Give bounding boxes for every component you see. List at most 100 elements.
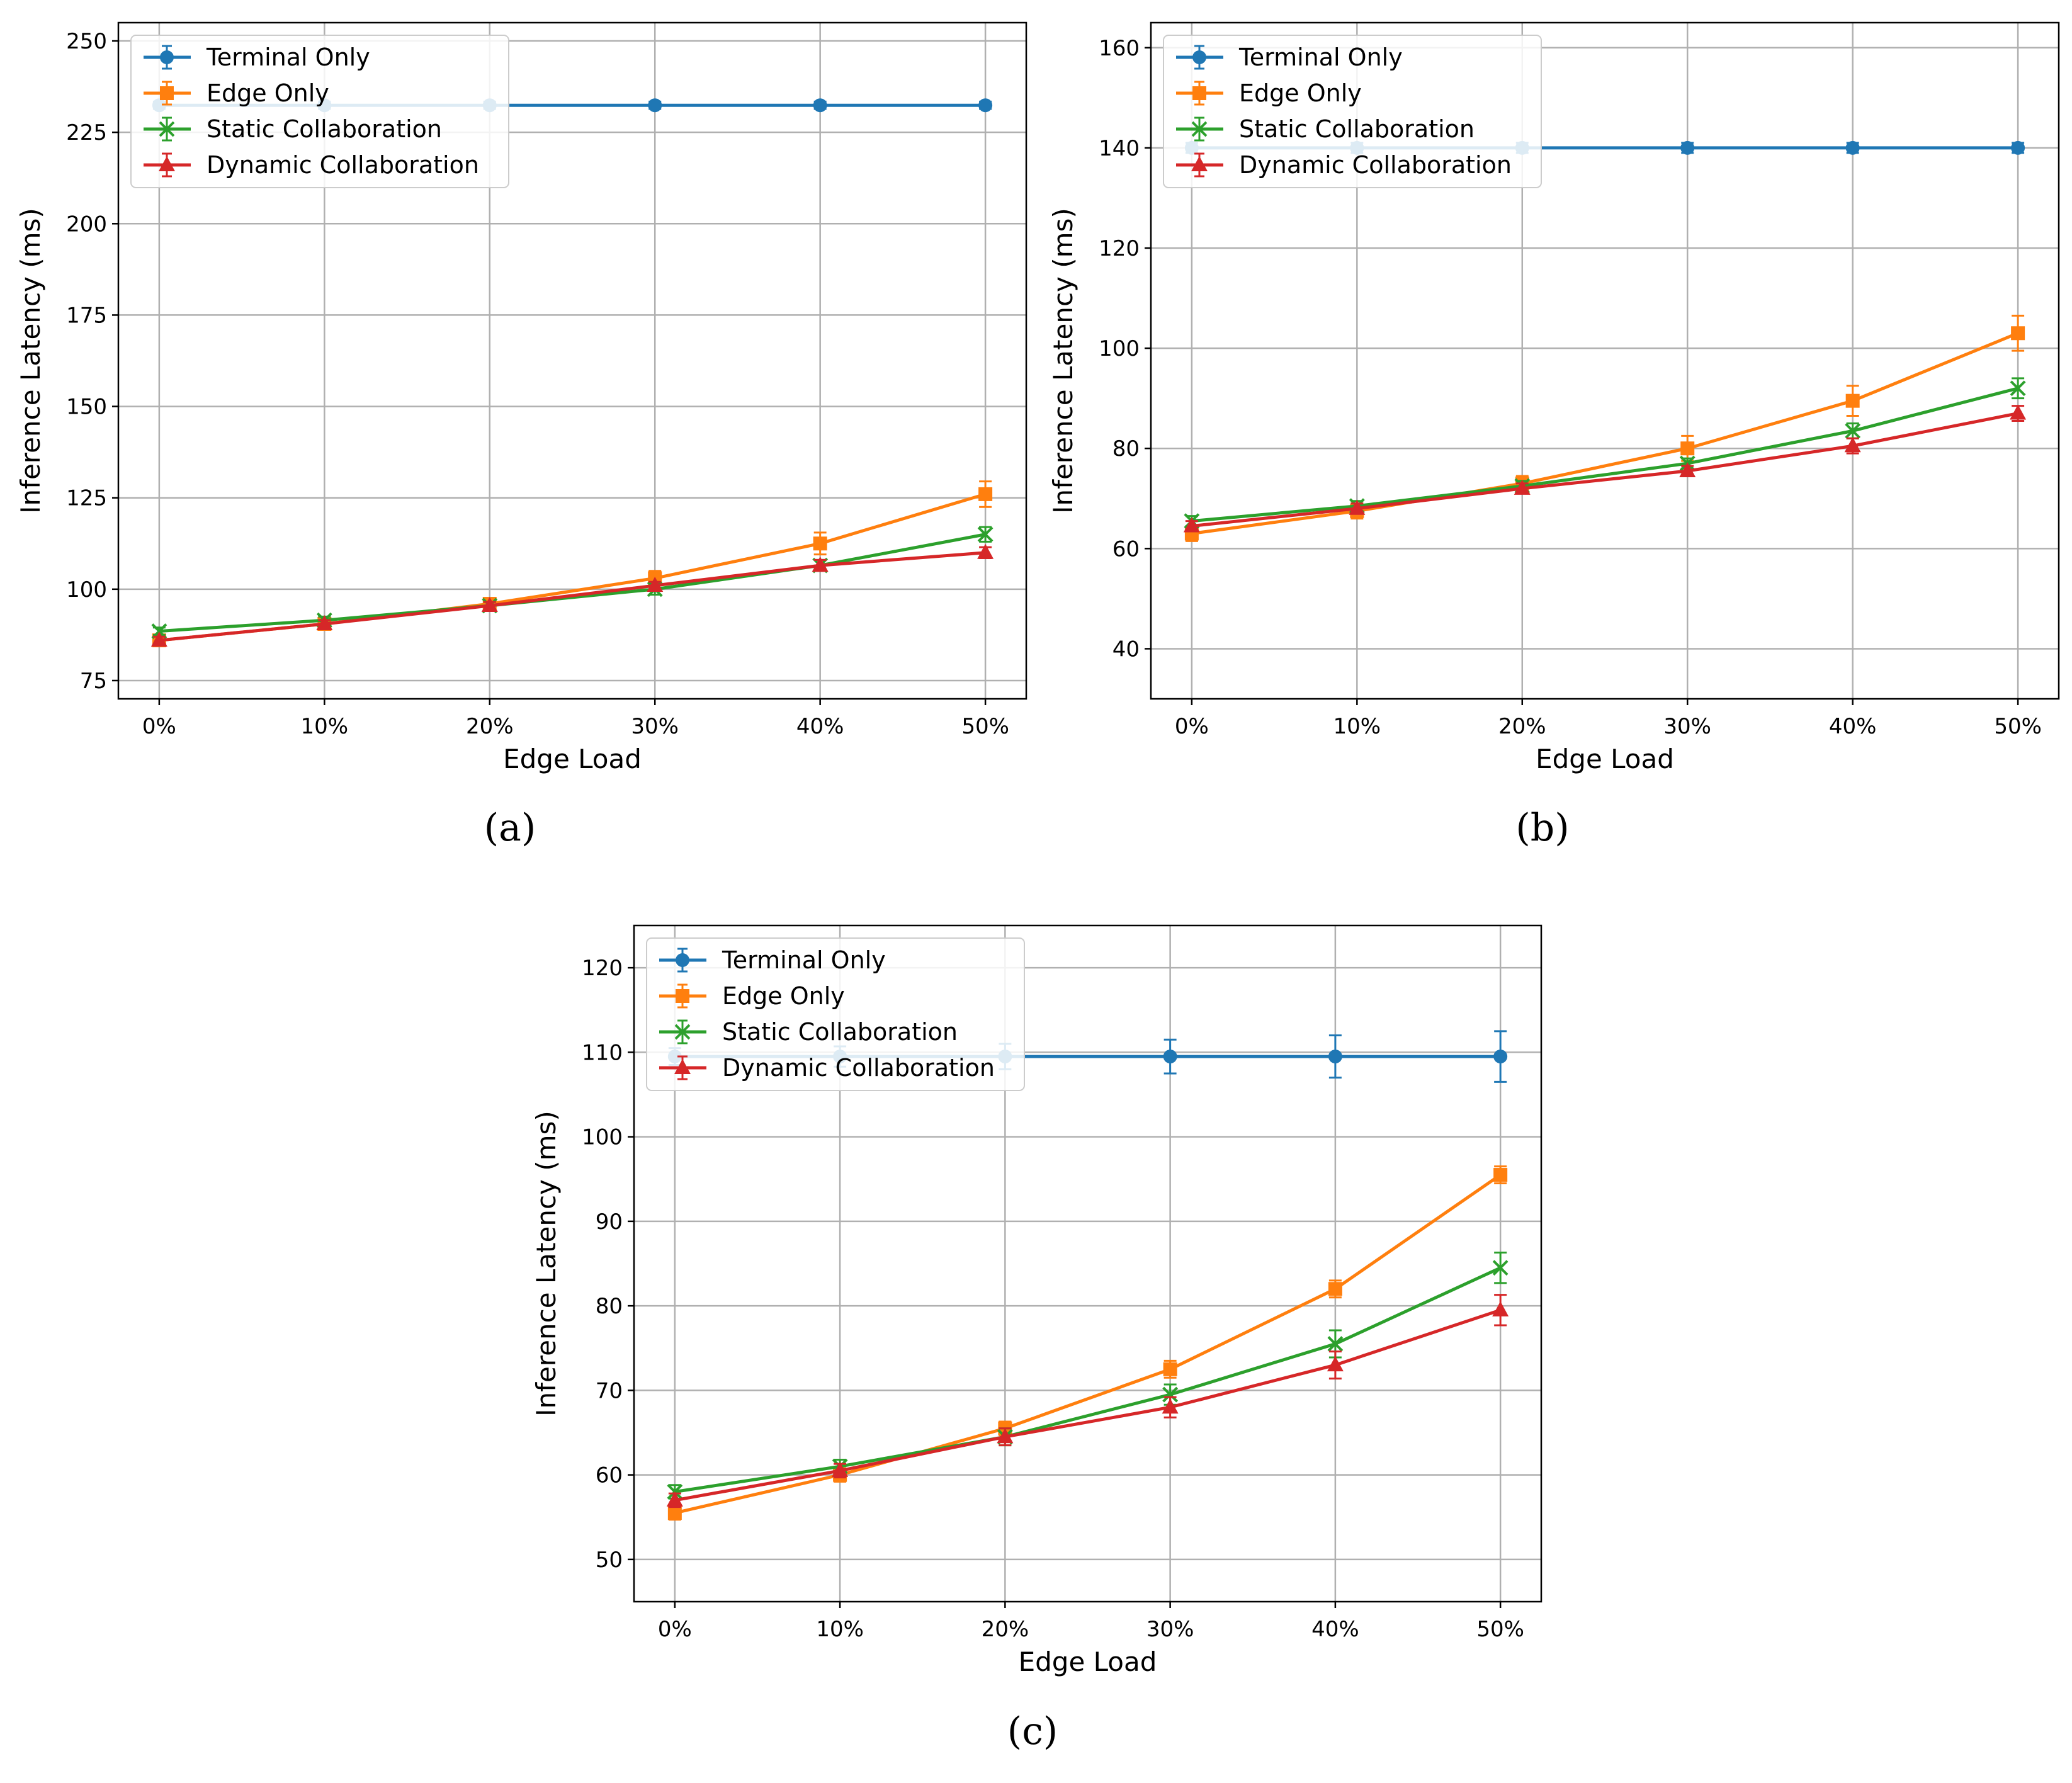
data-point <box>1844 437 1861 453</box>
data-point <box>2010 404 2027 420</box>
legend-label: Static Collaboration <box>1239 115 1475 143</box>
series-line <box>674 1266 1502 1493</box>
series-line <box>159 492 986 642</box>
x-tick-label: 0% <box>1175 714 1209 739</box>
x-tick-label: 10% <box>816 1617 864 1642</box>
x-axis-label: Edge Load <box>1019 1646 1157 1677</box>
data-point <box>1327 1336 1344 1352</box>
data-point <box>160 86 174 100</box>
legend-label: Static Collaboration <box>722 1018 958 1046</box>
data-point <box>978 487 993 501</box>
y-tick-label: 100 <box>582 1125 623 1150</box>
series-line <box>159 551 986 642</box>
grid <box>118 23 1026 699</box>
data-point <box>1191 121 1208 137</box>
plot-frame <box>117 21 1028 700</box>
data-point <box>1679 462 1696 478</box>
series-dynamic-collaboration <box>150 543 994 647</box>
legend-label: Dynamic Collaboration <box>1239 151 1512 179</box>
x-tick-label: 40% <box>796 714 844 739</box>
y-tick-label: 70 <box>596 1378 623 1403</box>
plot-frame <box>1150 21 2060 700</box>
data-point <box>648 98 662 113</box>
legend-label: Static Collaboration <box>207 115 442 143</box>
x-axis-label: Edge Load <box>1536 744 1674 774</box>
data-point <box>1493 1050 1508 1064</box>
y-tick-label: 120 <box>582 956 623 981</box>
legend-item: Dynamic Collaboration <box>144 151 479 179</box>
y-tick-label: 80 <box>1112 436 1140 461</box>
x-tick-label: 50% <box>1476 1617 1524 1642</box>
legend-item: Edge Only <box>144 79 329 107</box>
y-tick-label: 50 <box>596 1548 623 1573</box>
data-point <box>674 1059 691 1074</box>
x-tick-label: 40% <box>1311 1617 1359 1642</box>
series-static-collaboration <box>667 1252 1509 1500</box>
x-tick-label: 10% <box>301 714 349 739</box>
x-tick-label: 20% <box>466 714 514 739</box>
y-axis-label: Inference Latency (ms) <box>1048 208 1078 514</box>
y-tick-label: 80 <box>596 1294 623 1319</box>
data-point <box>676 989 689 1003</box>
data-point <box>159 121 175 137</box>
legend: Terminal Only Edge Only Static Collaborati… <box>646 937 1025 1091</box>
legend-label: Terminal Only <box>1238 43 1403 71</box>
data-point <box>1328 1050 1342 1064</box>
x-tick-label: 30% <box>1663 714 1711 739</box>
series-edge-only <box>667 1165 1508 1521</box>
data-point <box>812 557 829 572</box>
legend-label: Edge Only <box>207 79 329 107</box>
data-point <box>316 614 333 630</box>
y-tick-label: 40 <box>1112 637 1140 662</box>
series-line <box>1191 412 2018 528</box>
series-dynamic-collaboration <box>1183 404 2027 533</box>
data-point <box>481 596 498 612</box>
y-tick-label: 225 <box>66 120 107 145</box>
data-point <box>1845 140 1860 155</box>
series-line <box>674 1308 1501 1502</box>
data-point <box>674 1024 691 1040</box>
data-point <box>2010 380 2026 397</box>
data-point <box>2011 140 2025 155</box>
y-tick-label: 100 <box>66 577 107 603</box>
legend-item: Terminal Only <box>659 946 886 974</box>
data-point <box>160 50 174 64</box>
data-point <box>1192 50 1206 64</box>
legend-label: Dynamic Collaboration <box>207 151 479 179</box>
x-tick-label: 0% <box>142 714 176 739</box>
data-point <box>1492 1301 1509 1316</box>
series-dynamic-collaboration <box>666 1294 1509 1508</box>
data-point <box>1163 1050 1177 1064</box>
data-point <box>977 543 994 559</box>
y-tick-label: 100 <box>1099 336 1140 361</box>
x-tick-label: 20% <box>982 1617 1029 1642</box>
x-tick-label: 30% <box>631 714 679 739</box>
y-tick-label: 175 <box>66 303 107 328</box>
data-point <box>813 98 827 113</box>
series-line <box>1191 387 2018 523</box>
y-tick-label: 90 <box>596 1209 623 1235</box>
data-point <box>1680 140 1695 155</box>
y-tick-label: 125 <box>66 486 107 511</box>
data-point <box>997 1428 1014 1444</box>
data-point <box>676 953 689 967</box>
plot-frame <box>633 924 1543 1603</box>
legend-item: Terminal Only <box>144 43 370 71</box>
data-point <box>1845 422 1861 439</box>
panel-caption: (c) <box>1007 1709 1058 1753</box>
series-line <box>1191 331 2019 535</box>
y-tick-label: 160 <box>1099 36 1140 61</box>
data-point <box>977 526 994 543</box>
x-axis-label: Edge Load <box>503 744 642 774</box>
y-tick-label: 110 <box>582 1040 623 1065</box>
y-tick-label: 60 <box>596 1463 623 1488</box>
y-axis-label: Inference Latency (ms) <box>15 208 46 514</box>
legend-item: Static Collaboration <box>144 115 442 143</box>
x-tick-label: 50% <box>961 714 1009 739</box>
series-line <box>159 533 986 633</box>
data-point <box>1349 499 1366 515</box>
legend-label: Dynamic Collaboration <box>722 1054 995 1082</box>
y-tick-label: 75 <box>80 669 107 694</box>
x-tick-label: 40% <box>1829 714 1877 739</box>
